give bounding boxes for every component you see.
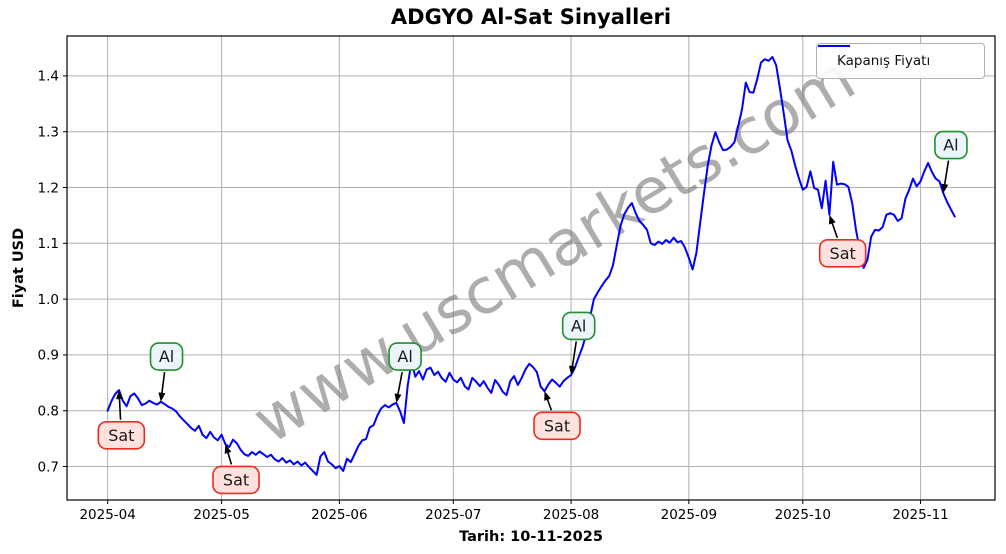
y-tick-label: 1.3 bbox=[38, 125, 59, 141]
al-signal-annotation: Al bbox=[388, 342, 422, 403]
al-signal-label: Al bbox=[159, 347, 174, 366]
al-signal-label: Al bbox=[571, 316, 586, 335]
al-signal-annotation: Al bbox=[934, 130, 968, 194]
signal-arrow bbox=[160, 371, 166, 395]
al-signal-label: Al bbox=[943, 136, 958, 155]
al-signal-box bbox=[149, 342, 184, 371]
chart-title: ADGYO Al-Sat Sinyalleri bbox=[390, 5, 672, 29]
x-tick-label: 2025-07 bbox=[425, 507, 481, 523]
signal-arrow bbox=[226, 450, 233, 465]
al-signal-box bbox=[934, 130, 968, 160]
y-axis-label: Fiyat USD bbox=[11, 227, 27, 309]
y-tick-label: 1.1 bbox=[38, 236, 59, 252]
signal-arrow bbox=[118, 397, 122, 420]
signal-arrowhead bbox=[158, 392, 166, 402]
signal-arrow bbox=[571, 341, 578, 369]
y-tick-label: 0.8 bbox=[38, 404, 59, 420]
x-tick-label: 2025-06 bbox=[311, 507, 367, 523]
x-tick-label: 2025-08 bbox=[543, 507, 599, 523]
legend: Kapanış Fiyatı bbox=[816, 43, 985, 79]
signal-arrowhead bbox=[544, 391, 551, 401]
sat-signal-annotation: Sat bbox=[533, 391, 581, 441]
al-signal-box bbox=[561, 311, 596, 341]
watermark: www.uscmarkets.com bbox=[241, 41, 868, 458]
signal-arrow bbox=[830, 221, 839, 239]
y-tick-label: 0.7 bbox=[38, 459, 59, 475]
signal-arrowhead bbox=[394, 393, 402, 403]
signal-arrowhead bbox=[115, 390, 123, 400]
sat-signal-annotation: Sat bbox=[818, 214, 867, 268]
signal-arrowhead bbox=[941, 183, 949, 194]
signal-arrow bbox=[396, 371, 403, 397]
al-signal-box bbox=[388, 342, 422, 371]
y-tick-label: 0.9 bbox=[38, 348, 59, 364]
sat-signal-box bbox=[533, 411, 581, 441]
x-tick-label: 2025-04 bbox=[79, 507, 135, 523]
al-signal-annotation: Al bbox=[561, 311, 596, 376]
al-signal-annotation: Al bbox=[149, 342, 184, 402]
x-tick-label: 2025-11 bbox=[892, 507, 948, 523]
sat-signal-annotation: Sat bbox=[212, 444, 260, 495]
sat-signal-label: Sat bbox=[223, 470, 249, 489]
x-tick-label: 2025-09 bbox=[661, 507, 717, 523]
sat-signal-label: Sat bbox=[108, 426, 134, 445]
signal-arrowhead bbox=[224, 444, 232, 454]
x-axis-label: Tarih: 10-11-2025 bbox=[459, 529, 603, 545]
y-tick-label: 1.2 bbox=[38, 180, 59, 196]
legend-label: Kapanış Fiyatı bbox=[837, 53, 931, 69]
al-signal-label: Al bbox=[397, 347, 412, 366]
x-tick-label: 2025-10 bbox=[775, 507, 831, 523]
signal-arrowhead bbox=[568, 365, 576, 376]
signal-arrow bbox=[546, 397, 553, 411]
signal-arrow bbox=[943, 160, 950, 187]
sat-signal-label: Sat bbox=[544, 416, 570, 435]
sat-signal-box bbox=[97, 420, 146, 450]
close-price-line bbox=[106, 55, 956, 476]
y-tick-label: 1.0 bbox=[38, 292, 59, 308]
sat-signal-annotation: Sat bbox=[97, 390, 146, 450]
sat-signal-box bbox=[818, 239, 867, 268]
sat-signal-label: Sat bbox=[830, 244, 856, 263]
y-tick-label: 1.4 bbox=[38, 69, 59, 85]
legend-line-icon bbox=[818, 45, 850, 47]
x-tick-label: 2025-05 bbox=[193, 507, 249, 523]
axes-frame bbox=[66, 35, 996, 501]
sat-signal-box bbox=[212, 465, 260, 495]
signal-arrowhead bbox=[829, 214, 836, 225]
